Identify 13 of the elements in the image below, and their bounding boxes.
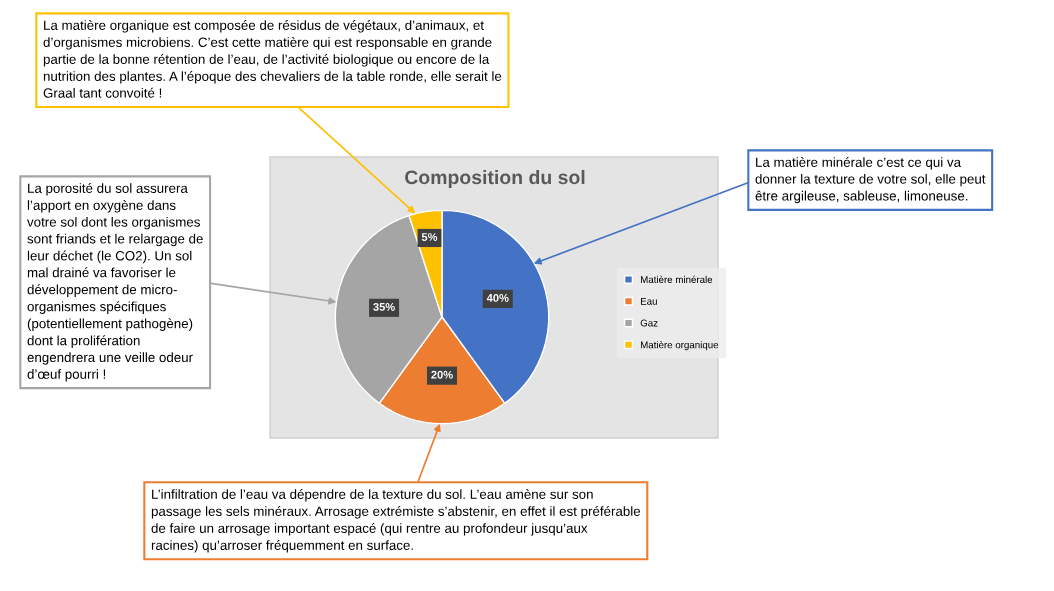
legend-label: Matière minérale [640,275,713,283]
legend-label: Eau [640,297,657,305]
legend-label: Gaz [640,319,658,327]
text: La matière minérale c’est ce qui va donner la texture de votre sol, elle peut être argileuse, sableuse, limoneuse. [755,157,986,204]
text: La porosité du sol assurera l’apport en oxygène dans votre sol dont les organismes sont friands et le relargage de leur déchet (le CO2). Un sol mal drainé va favoriser le développement de micro- organismes spécifiques (potentiellement pathogène) dont la prolifération engendrera une veille odeur d’œuf pourri ! [27,183,203,382]
text: L’infiltration de l’eau va dépendre de la texture du sol. L’eau amène sur son passage les sels minéraux. Arrosage extrémiste s’abstenir, en effet il est préférable de faire un arrosage important espacé (qui rentre au profondeur jusqu’aux racines) qu’arroser fréquemment en surface. [151,489,641,553]
text: La matière organique est composée de résidus de végétaux, d’animaux, et d’organismes microbiens. C’est cette matière qui est responsable en grande partie de la bonne rétention de l’eau, de l’activité biologique ou encore de la nutrition des plantes. A l’époque des chevaliers de la table ronde, elle serait le Graal tant convoité ! [43,20,502,98]
legend-label: Matière organique [640,341,719,351]
data-label: 40% [486,293,509,302]
data-label: 20% [431,370,453,379]
data-label: 5% [421,233,438,241]
data-label: 35% [373,302,395,311]
chart-title: Composition du sol [405,169,585,189]
